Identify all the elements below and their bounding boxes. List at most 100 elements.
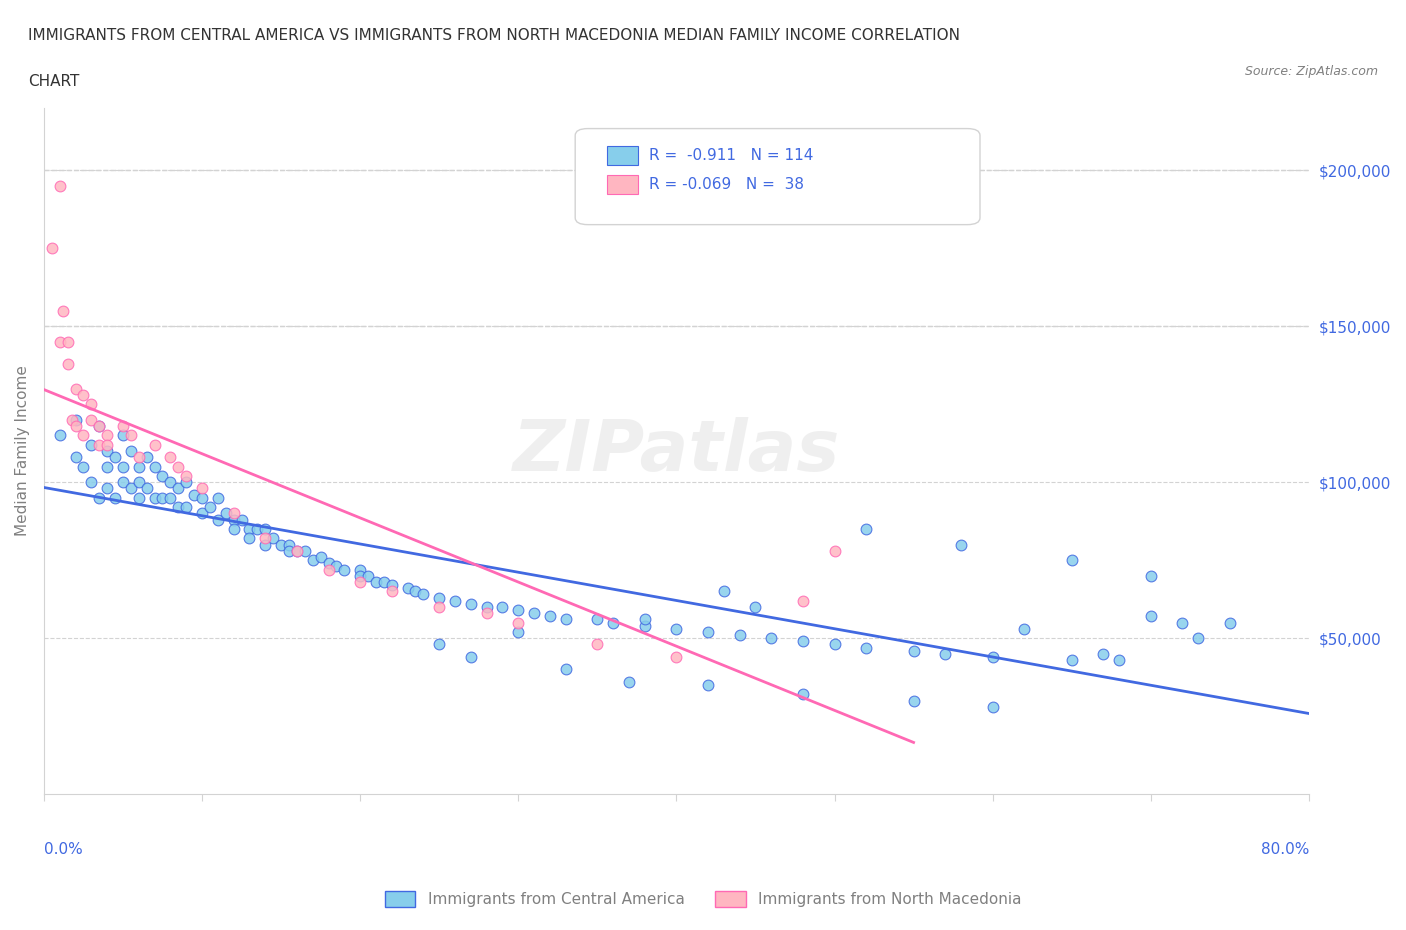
Point (381, 578, 404, 592)
Point (262, 531, 284, 546)
Point (586, 637, 609, 652)
Point (475, 605, 498, 620)
Text: ZIPatlas: ZIPatlas (513, 417, 839, 485)
Point (1187, 631, 1209, 645)
Legend: Immigrants from Central America, Immigrants from North Macedonia: Immigrants from Central America, Immigra… (378, 884, 1028, 913)
Point (52, 303, 75, 318)
Point (1014, 621, 1036, 636)
Point (222, 522, 245, 537)
Point (427, 591, 450, 605)
Point (349, 568, 371, 583)
Point (444, 593, 467, 608)
Point (325, 559, 347, 574)
Point (508, 603, 530, 618)
Point (174, 499, 197, 514)
Point (634, 618, 657, 633)
Point (120, 481, 142, 496)
Point (538, 609, 561, 624)
Point (222, 512, 245, 527)
Point (96, 444, 118, 458)
Point (174, 469, 197, 484)
Point (349, 575, 371, 590)
Point (238, 522, 260, 537)
Point (89, 418, 111, 433)
Point (285, 543, 308, 558)
Point (89, 437, 111, 452)
Point (72, 428, 94, 443)
Point (294, 543, 316, 558)
Point (491, 600, 513, 615)
Point (215, 506, 238, 521)
Point (65, 381, 87, 396)
Point (120, 444, 142, 458)
Bar (607, 146, 638, 165)
Point (318, 556, 340, 571)
Point (1219, 615, 1241, 630)
Point (460, 596, 482, 611)
Point (602, 615, 624, 630)
Point (412, 587, 434, 602)
Point (159, 450, 181, 465)
Point (713, 584, 735, 599)
Point (128, 450, 150, 465)
Point (80, 475, 103, 490)
Point (222, 506, 245, 521)
Point (1108, 653, 1130, 668)
Point (80, 437, 103, 452)
Point (174, 475, 197, 490)
Point (364, 575, 387, 590)
Point (48, 335, 70, 350)
Point (697, 677, 720, 692)
Point (934, 646, 956, 661)
Point (111, 428, 134, 443)
Point (159, 475, 181, 490)
Point (96, 481, 118, 496)
Point (191, 506, 214, 521)
Point (1060, 552, 1083, 567)
Y-axis label: Median Family Income: Median Family Income (15, 365, 30, 537)
Point (1060, 653, 1083, 668)
Point (198, 499, 221, 514)
Text: Source: ZipAtlas.com: Source: ZipAtlas.com (1244, 65, 1378, 78)
Point (349, 562, 371, 577)
Point (792, 634, 814, 649)
Point (950, 538, 973, 552)
Point (333, 562, 356, 577)
Point (381, 584, 404, 599)
Point (80, 397, 103, 412)
Point (96, 459, 118, 474)
Point (104, 490, 127, 505)
Point (586, 612, 609, 627)
Text: CHART: CHART (28, 74, 80, 89)
Point (96, 437, 118, 452)
Point (697, 624, 720, 639)
Point (143, 490, 166, 505)
Point (48, 179, 70, 193)
Text: IMMIGRANTS FROM CENTRAL AMERICA VS IMMIGRANTS FROM NORTH MACEDONIA MEDIAN FAMILY: IMMIGRANTS FROM CENTRAL AMERICA VS IMMIG… (28, 28, 960, 43)
Point (254, 522, 277, 537)
Point (111, 459, 134, 474)
Point (128, 475, 150, 490)
Point (309, 550, 332, 565)
Point (207, 490, 229, 505)
Point (135, 450, 157, 465)
Text: R =  -0.911   N = 114: R = -0.911 N = 114 (648, 148, 813, 163)
Point (318, 562, 340, 577)
Point (554, 612, 576, 627)
Point (744, 600, 766, 615)
Point (167, 459, 190, 474)
Point (143, 459, 166, 474)
Point (792, 593, 814, 608)
Point (238, 531, 260, 546)
Point (761, 631, 783, 645)
Text: 80.0%: 80.0% (1261, 842, 1309, 857)
Point (96, 428, 118, 443)
Point (373, 575, 395, 590)
Point (1092, 646, 1115, 661)
Point (231, 512, 253, 527)
Point (191, 481, 214, 496)
Point (128, 459, 150, 474)
Point (475, 600, 498, 615)
Point (80, 412, 103, 427)
Point (405, 584, 427, 599)
